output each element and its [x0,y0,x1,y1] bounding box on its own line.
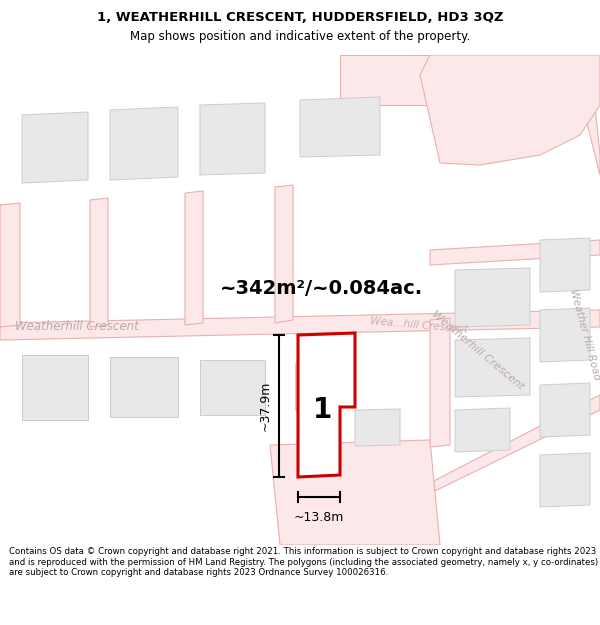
Text: ~37.9m: ~37.9m [259,381,271,431]
Polygon shape [200,360,265,415]
Text: 1, WEATHERHILL CRESCENT, HUDDERSFIELD, HD3 3QZ: 1, WEATHERHILL CRESCENT, HUDDERSFIELD, H… [97,11,503,24]
Polygon shape [540,383,590,437]
Polygon shape [430,240,600,265]
Text: 1: 1 [313,396,332,424]
Polygon shape [22,112,88,183]
Polygon shape [295,363,330,410]
Polygon shape [0,203,20,327]
Text: Map shows position and indicative extent of the property.: Map shows position and indicative extent… [130,30,470,43]
Polygon shape [420,55,600,165]
Polygon shape [430,318,450,447]
Polygon shape [298,333,355,477]
Polygon shape [455,338,530,397]
Polygon shape [185,191,203,325]
Polygon shape [110,357,178,417]
Polygon shape [560,55,600,175]
Polygon shape [540,308,590,362]
Polygon shape [22,355,88,420]
Polygon shape [340,55,600,105]
Polygon shape [310,395,600,545]
Text: ~13.8m: ~13.8m [294,511,344,524]
Polygon shape [200,103,265,175]
Polygon shape [270,440,440,545]
Text: Wea…hill Crescent: Wea…hill Crescent [370,316,469,334]
Polygon shape [300,97,380,157]
Polygon shape [355,409,400,446]
Polygon shape [455,408,510,452]
Polygon shape [455,268,530,327]
Polygon shape [540,453,590,507]
Polygon shape [540,238,590,292]
Polygon shape [275,185,293,323]
Polygon shape [90,198,108,327]
Text: Contains OS data © Crown copyright and database right 2021. This information is : Contains OS data © Crown copyright and d… [9,548,598,578]
Text: Weatherhill Crescent: Weatherhill Crescent [430,309,526,391]
Text: Weatherhill Crescent: Weatherhill Crescent [15,320,139,333]
Text: ~342m²/~0.084ac.: ~342m²/~0.084ac. [220,279,423,298]
Text: Weather Hill Road: Weather Hill Road [568,288,600,382]
Polygon shape [110,107,178,180]
Polygon shape [0,310,600,340]
